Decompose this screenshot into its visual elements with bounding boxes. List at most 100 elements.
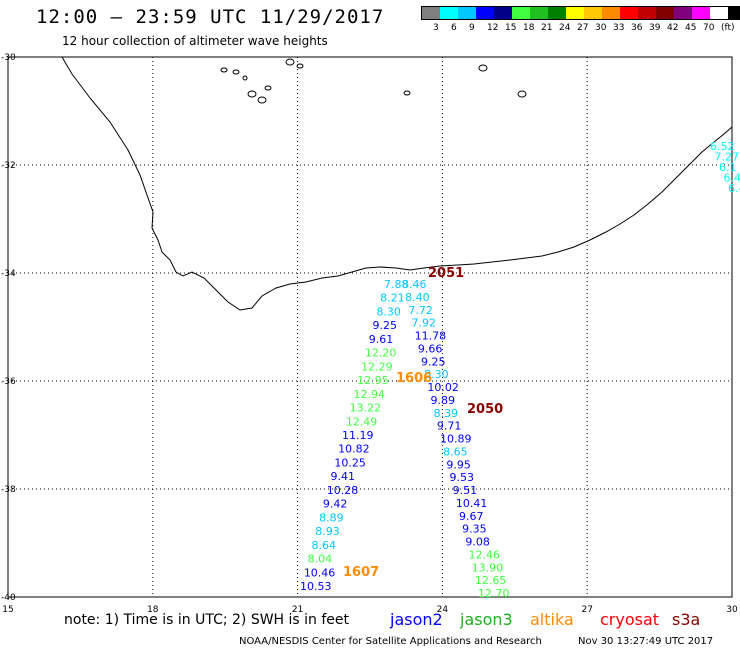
credit-timestamp: Nov 30 13:27:49 UTC 2017 [578,636,714,647]
swh-value-label: 12.94 [353,388,385,401]
lon-tick-label: 15 [2,605,13,615]
lon-tick-label: 24 [437,605,449,615]
legend-swatch [548,7,566,19]
swh-value-label: 10.82 [338,443,370,456]
time-label: 1606 [396,371,432,386]
map-subtitle: 12 hour collection of altimeter wave hei… [62,34,328,48]
swh-value-label: 10.02 [427,381,459,394]
swh-value-label: 9.08 [465,536,490,549]
legend-swatch [494,7,512,19]
swh-value-label: 12.29 [361,360,393,373]
swh-value-label: 8.04 [308,553,333,566]
legend-swatch [674,7,692,19]
axis-ticks: 15 18 21 24 27 30 -30 -32 -34 -36 -38 -40 [1,53,738,615]
island-shape [403,90,411,96]
swh-value-label: 9.35 [462,523,487,536]
legend-label: 18 [523,23,535,33]
swh-value-label: 6.1 [719,161,737,174]
swh-value-label: 10.89 [440,433,472,446]
track-west: 7.888.218.309.259.6112.2012.2912.9512.94… [300,278,409,593]
swh-value-label: 7.27 [715,151,740,164]
swh-value-label: 8.64 [311,539,336,552]
swh-value-label: 9.53 [450,471,475,484]
sat-s3a: s3a [672,610,701,629]
legend-swatch [584,7,602,19]
legend-swatch [566,7,584,19]
swh-value-label: 6.4 [728,182,740,195]
island-shape [517,90,527,98]
swh-value-label: 9.95 [446,458,471,471]
island-shape [247,90,257,98]
swh-value-label: 10.46 [304,566,336,579]
sat-jason2: jason2 [390,610,443,629]
color-legend: 3 6 9 12 15 18 21 24 27 30 33 36 39 42 45 70 (ft) [421,6,740,34]
island-shape [296,63,304,69]
sat-jason3: jason3 [460,610,513,629]
time-label: 1607 [343,565,379,580]
legend-label: 9 [469,23,475,33]
swh-value-label: 11.19 [342,429,374,442]
track-east: 8.468.407.727.9211.789.669.258.3010.029.… [402,278,510,600]
legend-swatch [476,7,494,19]
legend-labels: 3 6 9 12 15 18 21 24 27 30 33 36 39 42 45 70 (ft) [421,20,740,34]
legend-label: 30 [595,23,607,33]
coastline-path [61,56,733,311]
swh-value-label: 13.90 [472,561,504,574]
swh-value-label: 10.25 [334,456,366,469]
swh-value-label: 9.51 [453,484,478,497]
swh-value-label: 12.95 [357,374,389,387]
lat-tick-label: -36 [1,377,16,387]
legend-swatch [728,7,740,19]
legend-label: 45 [685,23,697,33]
swh-value-label: 9.71 [437,420,462,433]
map-frame [7,56,733,598]
lat-tick-label: -32 [1,161,16,171]
legend-swatch [602,7,620,19]
swh-value-label: 8.30 [424,368,449,381]
island-shape [220,67,228,73]
swh-value-label: 9.25 [421,355,446,368]
track-edge: 6.527.276.16.46.4 [710,140,740,195]
lon-tick-label: 30 [726,605,738,615]
legend-label: 39 [649,23,661,33]
footer-note: note: 1) Time is in UTC; 2) SWH is in fe… [64,612,350,628]
island-shape [478,64,488,72]
legend-swatch [440,7,458,19]
legend-label: 15 [505,23,517,33]
swh-value-label: 12.70 [478,587,510,600]
swh-value-label: 9.25 [373,319,398,332]
swh-value-label: 8.89 [319,511,344,524]
swh-value-label: 7.88 [384,278,409,291]
sat-cryosat: cryosat [600,610,660,629]
swh-value-label: 9.67 [459,510,484,523]
legend-swatch [458,7,476,19]
legend-label: 24 [559,23,571,33]
swh-value-label: 10.28 [327,484,359,497]
time-labels: 1607 1606 2051 2050 [343,266,503,580]
swh-value-label: 11.78 [415,330,447,343]
swh-value-label: 12.20 [365,347,397,360]
legend-label: 42 [667,23,679,33]
swh-value-label: 7.92 [412,317,437,330]
legend-swatches [421,6,740,20]
swh-value-label: 9.61 [369,333,394,346]
map-grid [7,56,733,598]
legend-swatch [710,7,728,19]
swh-value-label: 6.52 [710,140,735,153]
legend-swatch [512,7,530,19]
swh-value-label: 9.66 [418,342,443,355]
island-shape [285,58,295,66]
island-shape [257,96,267,104]
lon-tick-label: 21 [292,605,303,615]
swh-value-label: 12.65 [475,574,507,587]
island-shape [242,75,248,81]
time-label: 2050 [467,402,503,417]
island-shape [264,85,272,91]
legend-label: 3 [433,23,439,33]
lon-tick-label: 18 [147,605,159,615]
swh-value-label: 12.49 [346,415,378,428]
lat-tick-label: -40 [1,593,16,603]
swh-value-label: 6.4 [724,172,740,185]
swh-value-label: 8.40 [405,291,430,304]
swh-value-label: 10.41 [456,497,488,510]
